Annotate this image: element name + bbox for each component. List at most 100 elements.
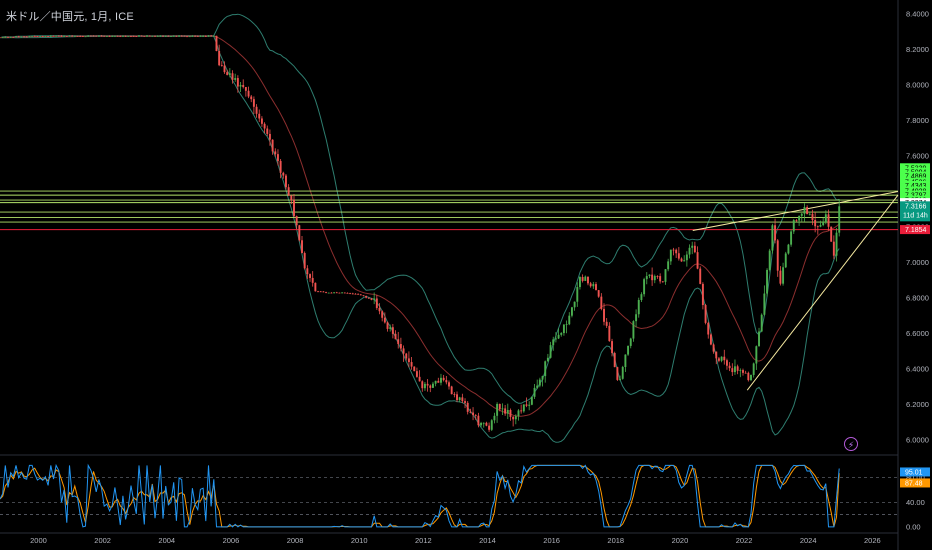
- stoch-tick-label: 80.00: [906, 473, 925, 482]
- candle-body: [517, 410, 520, 417]
- candle-body: [367, 297, 370, 299]
- candle-body: [349, 293, 352, 295]
- candle-body: [194, 35, 197, 37]
- candle-body: [199, 35, 202, 37]
- candle-body: [544, 361, 547, 377]
- price-tick-label: 8.2000: [906, 45, 929, 54]
- candle-body: [73, 36, 76, 37]
- candle-body: [71, 35, 74, 37]
- candle-body: [151, 35, 154, 37]
- candle-body: [319, 291, 322, 293]
- candle-body: [255, 106, 258, 114]
- price-tick-label: 6.6000: [906, 329, 929, 338]
- candle-body: [87, 35, 90, 37]
- candle-body: [584, 276, 587, 281]
- candle-body: [672, 249, 675, 251]
- candle-body: [782, 267, 785, 284]
- candle-body: [442, 377, 445, 381]
- candle-body: [175, 35, 178, 37]
- candle-body: [127, 36, 130, 37]
- lightning-icon[interactable]: ⚡: [844, 437, 858, 451]
- candle-body: [763, 293, 766, 315]
- stoch-tag-label: 87.48: [905, 480, 923, 487]
- candle-body: [581, 277, 584, 281]
- candle-body: [450, 386, 453, 395]
- candle-body: [787, 244, 790, 254]
- candle-body: [188, 36, 191, 38]
- candle-body: [191, 35, 194, 37]
- candle-body: [472, 412, 475, 416]
- candle-body: [742, 370, 744, 373]
- candle-body: [263, 123, 266, 129]
- candle-body: [712, 344, 715, 352]
- level-tag-label: 7.1854: [905, 227, 927, 234]
- time-tick-label: 2012: [415, 536, 432, 545]
- candle-body: [437, 380, 440, 383]
- candle-body: [65, 35, 68, 37]
- candle-body: [60, 35, 63, 37]
- candle-body: [560, 333, 563, 335]
- candle-body: [250, 96, 253, 100]
- candle-body: [680, 258, 683, 262]
- candle-body: [111, 36, 114, 37]
- candle-body: [154, 35, 156, 37]
- candle-body: [167, 35, 170, 37]
- candle-body: [124, 35, 127, 37]
- candle-body: [314, 282, 317, 292]
- candle-body: [405, 353, 408, 359]
- price-tick-label: 7.6000: [906, 152, 929, 161]
- candle-body: [541, 376, 544, 380]
- candle-body: [776, 240, 779, 271]
- candle-body: [105, 36, 108, 37]
- candle-body: [685, 254, 688, 261]
- candle-body: [426, 383, 429, 386]
- candle-body: [496, 403, 499, 416]
- candle-body: [798, 215, 801, 221]
- candle-body: [52, 35, 55, 37]
- candle-body: [1, 37, 4, 38]
- candle-body: [164, 35, 167, 37]
- candle-body: [394, 333, 397, 340]
- candle-body: [381, 311, 384, 318]
- candle-body: [552, 339, 555, 346]
- candle-body: [258, 113, 261, 119]
- candle-body: [9, 36, 12, 38]
- level-tag-label: 7.4869: [905, 174, 927, 181]
- time-tick-label: 2014: [479, 536, 496, 545]
- candle-body: [210, 35, 213, 37]
- candle-body: [691, 245, 694, 248]
- candle-body: [36, 36, 39, 37]
- candle-body: [597, 290, 600, 297]
- panel-grid: [0, 0, 899, 550]
- candle-body: [132, 36, 135, 37]
- candle-body: [632, 321, 635, 339]
- candle-body: [81, 36, 84, 37]
- candle-body: [613, 353, 616, 368]
- candle-body: [648, 274, 651, 277]
- candle-body: [295, 216, 298, 226]
- candle-body: [15, 36, 17, 38]
- candle-body: [215, 35, 218, 51]
- candle-body: [466, 402, 469, 412]
- candle-body: [178, 35, 181, 37]
- candle-body: [587, 276, 589, 284]
- candle-body: [341, 292, 344, 294]
- candle-body: [677, 253, 680, 259]
- price-tick-label: 7.8000: [906, 116, 929, 125]
- candle-body: [28, 36, 31, 37]
- candle-body: [549, 345, 552, 358]
- level-tag: [900, 190, 930, 200]
- candle-body: [23, 36, 26, 38]
- candle-body: [63, 35, 66, 37]
- candle-body: [800, 213, 803, 216]
- candle-body: [589, 283, 592, 287]
- candle-body: [365, 295, 368, 298]
- candle-body: [747, 372, 750, 381]
- candle-body: [247, 90, 250, 97]
- candle-body: [546, 357, 549, 362]
- candle-body: [202, 35, 205, 37]
- trendline: [746, 194, 899, 391]
- trendline: [692, 191, 899, 232]
- time-tick-label: 2020: [672, 536, 689, 545]
